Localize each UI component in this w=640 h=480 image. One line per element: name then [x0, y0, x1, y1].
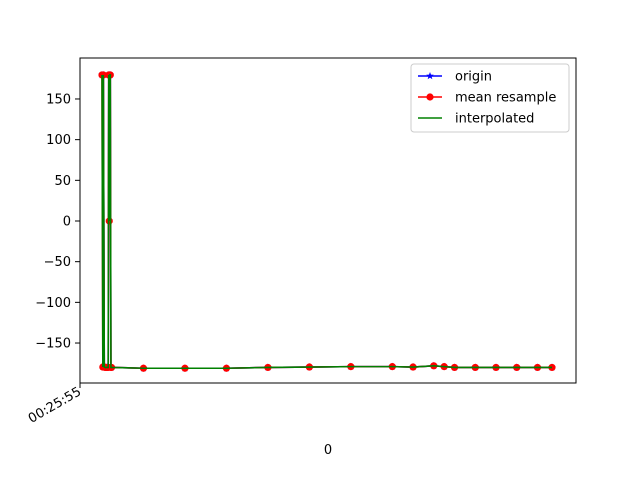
series-interpolated: [101, 74, 552, 370]
legend: origin mean resample interpolated: [410, 63, 570, 133]
series-layer: [98, 70, 556, 372]
legend-label: origin: [455, 70, 492, 85]
legend-label: interpolated: [455, 112, 534, 127]
y-tick-label: 100: [46, 133, 71, 148]
legend-box: [410, 63, 570, 133]
y-tick-label: 50: [54, 174, 71, 189]
y-tick-label: 0: [63, 215, 71, 230]
legend-marker: [426, 93, 434, 101]
legend-label: mean resample: [455, 91, 556, 106]
x-tick-label: 00:25:55: [26, 384, 84, 426]
y-tick-label: −50: [44, 255, 71, 270]
series-line: [101, 74, 552, 370]
x-axis-title: 0: [324, 443, 332, 458]
y-tick-label: −100: [35, 296, 71, 311]
legend-marker: [426, 72, 434, 80]
y-tick-label: −150: [35, 337, 71, 352]
x-axis: 00:25:55: [26, 383, 84, 427]
y-tick-label: 150: [46, 92, 71, 107]
y-axis: 150 100 50 0 −50 −100 −150: [35, 92, 80, 352]
